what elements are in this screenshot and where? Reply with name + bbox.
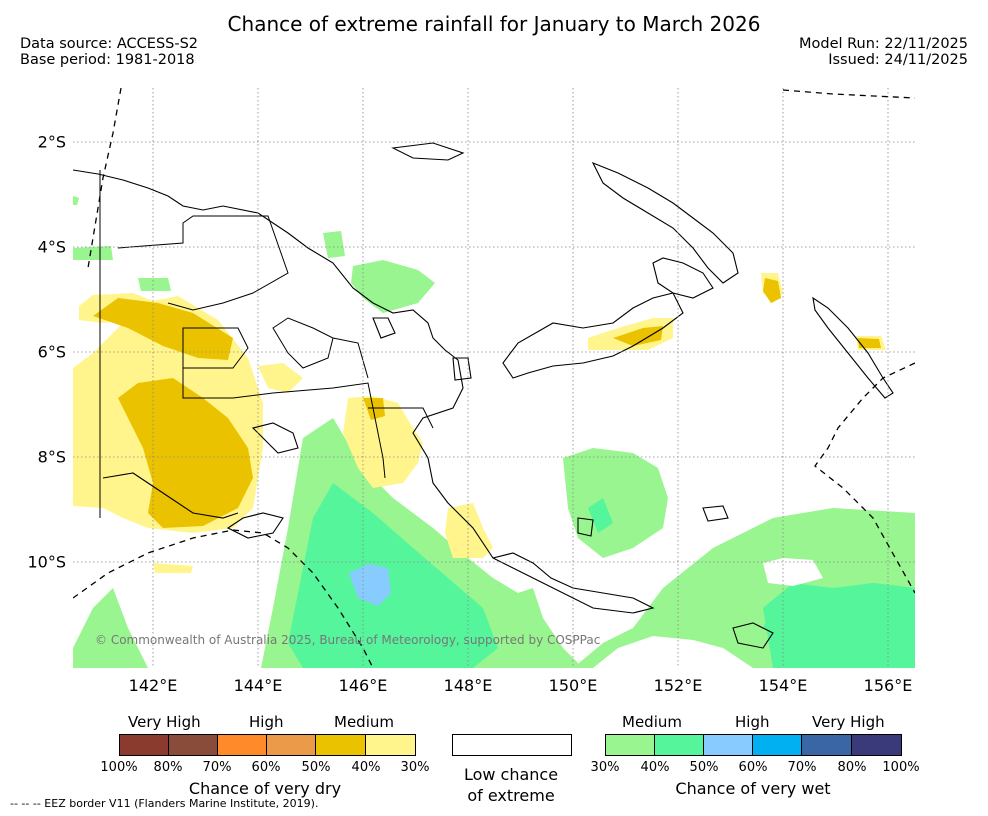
lon-label-154e: 154°E [758,676,808,695]
wet-swatch [752,734,803,756]
dry-tick: 60% [251,760,281,775]
copyright-notice: © Commonwealth of Australia 2025, Bureau… [95,633,601,647]
wet-swatch [851,734,902,756]
dry-40-areas [93,278,881,528]
meta-left: Data source: ACCESS-S2 Base period: 1981… [20,36,198,68]
wet-swatch [654,734,705,756]
lon-label-156e: 156°E [863,676,913,695]
wet-caption: Chance of very wet [675,779,831,798]
lon-label-142e: 142°E [128,676,178,695]
lon-label-150e: 150°E [548,676,598,695]
lat-label-10s: 10°S [27,552,66,572]
wet-swatch [605,734,656,756]
dry-tick: 70% [202,760,232,775]
lat-label-4s: 4°S [37,237,66,257]
base-period: Base period: 1981-2018 [20,52,195,68]
dry-swatch [168,734,219,756]
wet-level-medium: Medium [622,713,682,731]
dry-swatch [315,734,367,756]
lon-label-144e: 144°E [233,676,283,695]
eez-borders [73,88,915,668]
lat-label-2s: 2°S [37,132,66,152]
wet-tick: 40% [640,760,670,775]
dry-tick: 30% [400,760,430,775]
issued-date: Issued: 24/11/2025 [828,52,968,68]
dry-tick: 50% [301,760,331,775]
dry-swatch [266,734,317,756]
dry-level-medium: Medium [334,713,394,731]
lat-label-8s: 8°S [37,447,66,467]
dry-tick: 100% [100,760,138,775]
lat-label-6s: 6°S [37,342,66,362]
dry-tick: 40% [351,760,381,775]
rainfall-map [73,88,915,668]
wet-swatch [703,734,754,756]
low-chance-swatch [452,734,572,756]
meta-right: Model Run: 22/11/2025 Issued: 24/11/2025 [799,36,968,68]
wet-tick: 50% [689,760,719,775]
data-source: Data source: ACCESS-S2 [20,36,199,52]
coastlines [73,142,894,649]
wet-50-area [349,564,391,606]
wet-level-very-high: Very High [812,713,885,731]
wet-level-high: High [735,713,770,731]
dry-swatch [119,734,170,756]
wet-tick: 100% [882,760,920,775]
wet-tick: 60% [738,760,768,775]
dry-swatch [217,734,268,756]
lon-label-146e: 146°E [338,676,388,695]
eez-footnote: -- -- -- EEZ border V11 (Flanders Marine… [10,797,319,810]
model-run: Model Run: 22/11/2025 [798,36,968,52]
dry-level-very-high: Very High [128,713,201,731]
low-chance-line2: of extreme [467,786,555,805]
lon-label-148e: 148°E [443,676,493,695]
gridlines [73,88,915,668]
dry-level-high: High [249,713,284,731]
dry-tick: 80% [153,760,183,775]
borders [99,170,434,518]
low-chance-line1: Low chance [463,765,559,784]
low-chance-holes [593,558,915,668]
low-chance-caption: Low chance of extreme [436,764,586,806]
wet-swatch [801,734,853,756]
dry-swatch [365,734,416,756]
wet-tick: 80% [837,760,867,775]
lon-label-152e: 152°E [653,676,703,695]
wet-tick: 30% [590,760,620,775]
dry-caption: Chance of very dry [188,779,342,798]
chart-title: Chance of extreme rainfall for January t… [227,12,761,36]
wet-tick: 70% [787,760,817,775]
